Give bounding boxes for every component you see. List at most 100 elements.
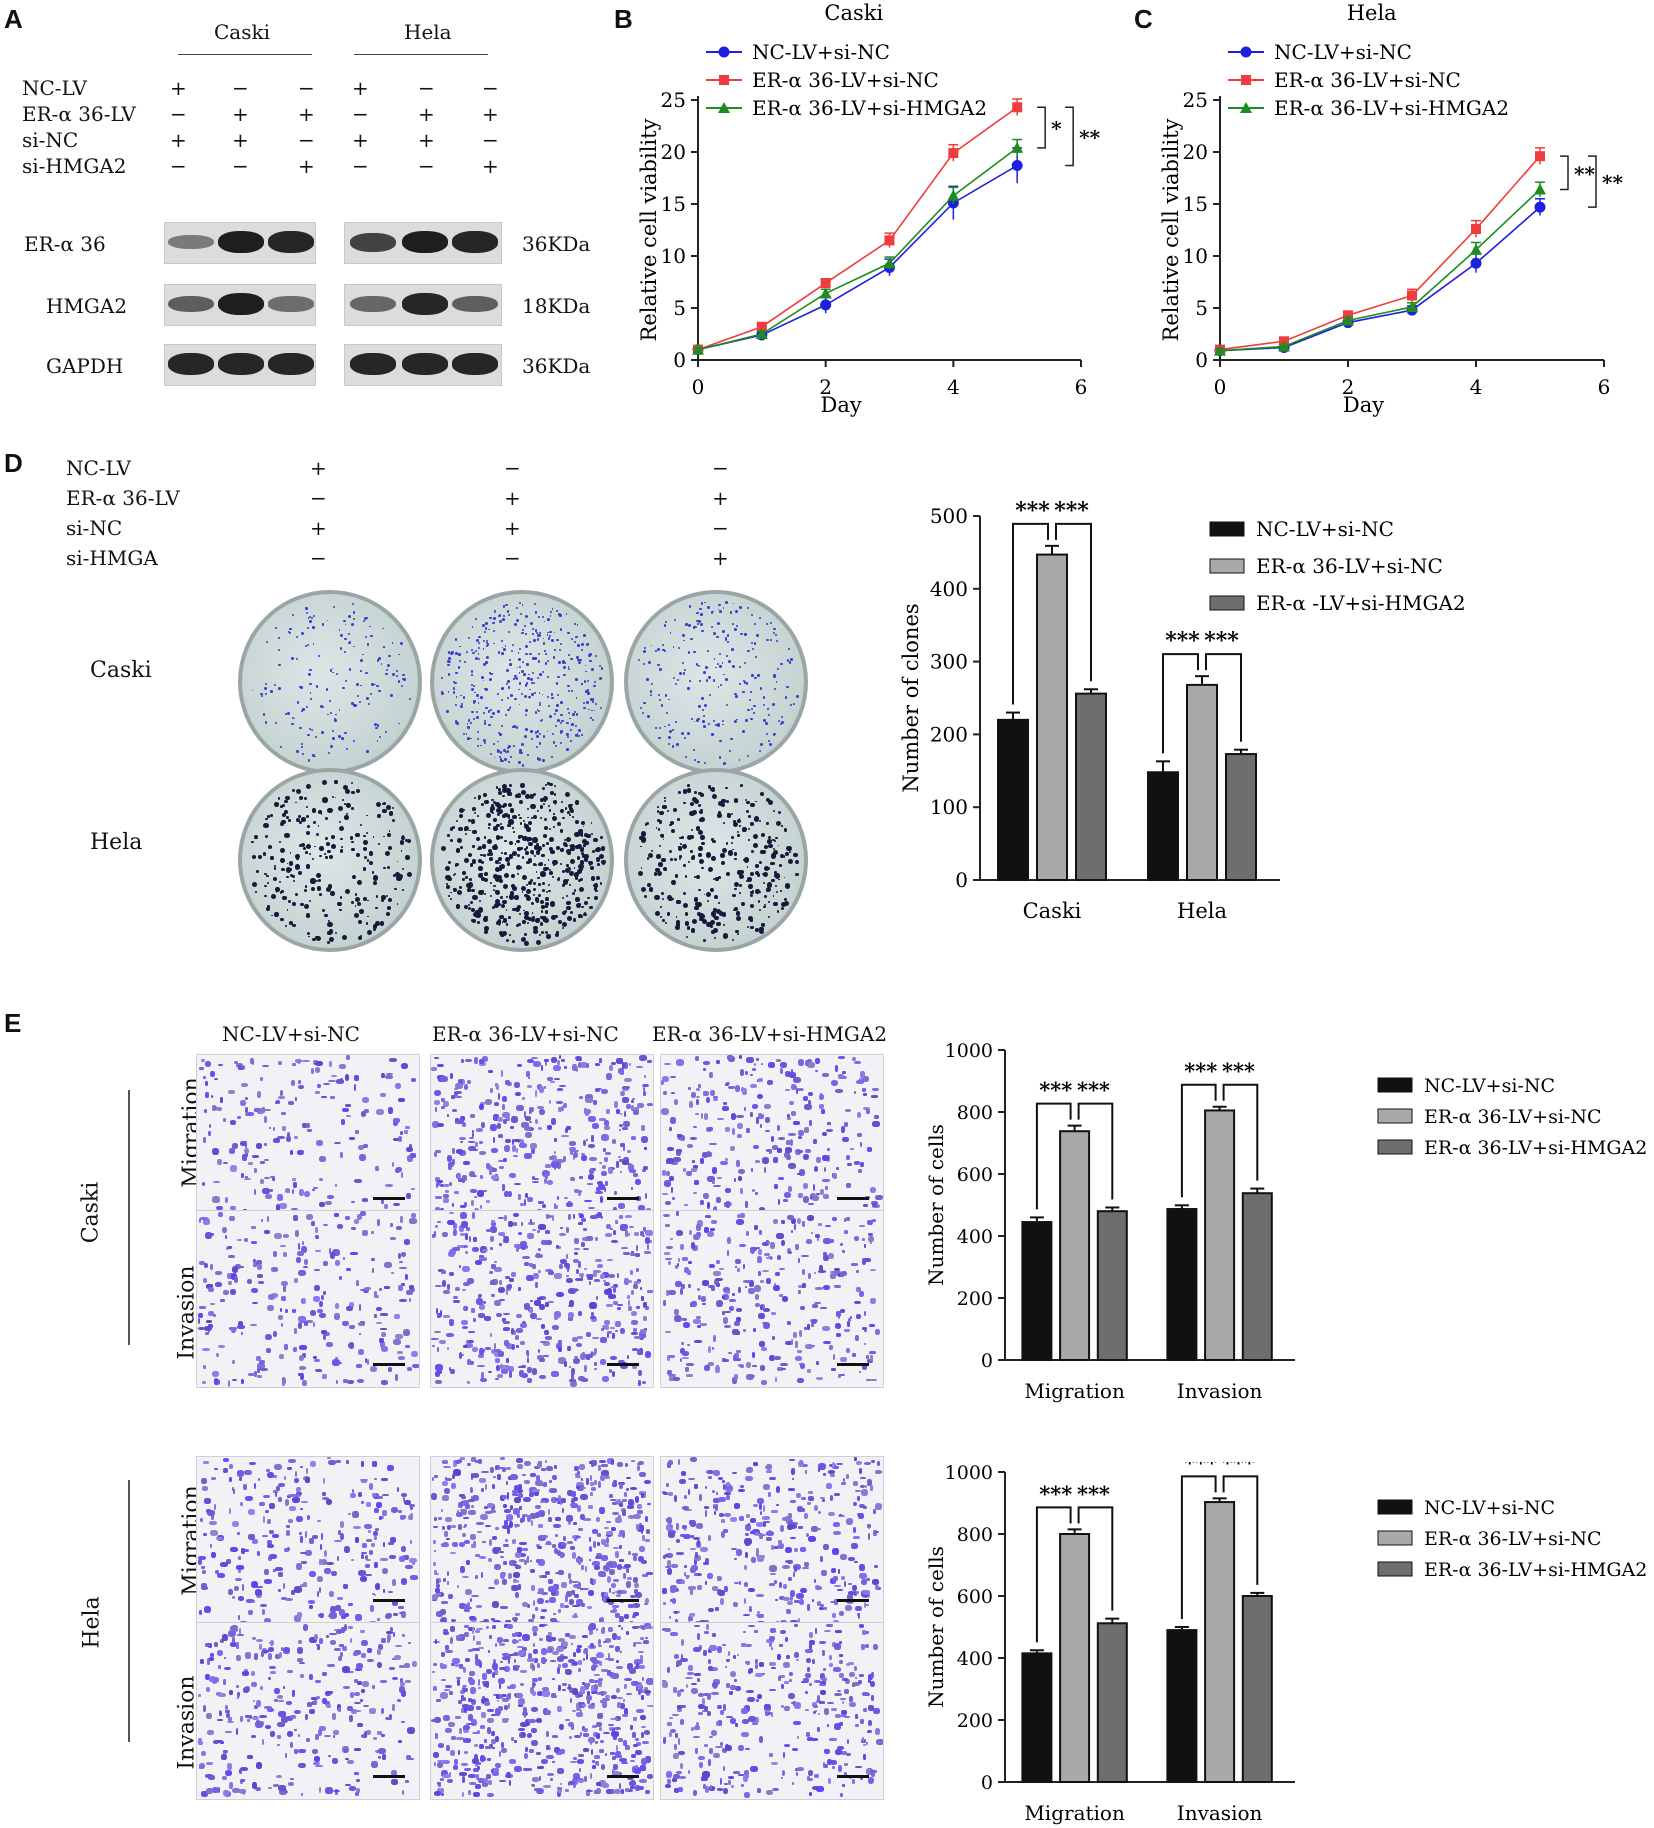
cell-blob [582,1228,588,1231]
colony-dot [583,706,586,710]
cell-blob [431,1337,436,1340]
cell-blob [226,1246,230,1250]
cell-blob [870,1268,876,1272]
colony-dot [472,651,475,655]
cell-blob [601,1134,609,1142]
colony-dot [659,915,662,918]
colony-dot [586,833,591,839]
cell-blob [485,1229,493,1233]
colony-dot [776,890,779,894]
cell-blob [545,1460,548,1464]
colony-dot [468,853,473,858]
colony-dot [470,648,473,652]
colony-dot [508,784,512,787]
cell-blob [560,1258,567,1265]
colony-dot [662,649,665,652]
colony-dot [532,893,535,896]
colony-dot [531,738,534,741]
colony-dot [494,611,497,614]
cell-blob [529,1106,534,1112]
cell-blob [819,1093,825,1100]
colony-dot [534,629,538,632]
cell-blob [282,1583,285,1590]
cell-blob [512,1538,517,1544]
colony-dot [736,830,739,833]
data-point [819,287,832,299]
cell-blob [585,1138,589,1142]
colony-dot [544,826,549,831]
cell-blob [682,1257,688,1261]
condition-label: si-HMGA [66,546,158,570]
cell-blob [223,1161,229,1164]
colony-dot [573,871,579,877]
colony-dot [542,889,545,893]
cell-blob [740,1187,744,1194]
colony-dot [451,826,455,830]
cell-blob [606,1224,612,1229]
colony-dot [706,900,709,903]
colony-dot [695,902,699,907]
cell-blob [474,1056,478,1064]
cell-blob [300,1299,304,1303]
colony-dot [781,906,785,910]
colony-dot [521,743,525,747]
cell-blob [626,1103,631,1110]
colony-dot [508,761,511,764]
cell-blob [623,1252,631,1255]
colony-dot [543,834,547,839]
cell-blob [734,1085,741,1092]
colony-dot [296,657,299,660]
cell-blob [441,1097,445,1102]
cell-blob [517,1464,524,1470]
cell-blob [520,1365,526,1369]
cell-blob [858,1168,862,1174]
cell-blob [473,1541,477,1548]
cell-blob [356,1214,363,1221]
cell-blob [240,1140,247,1146]
colony-dot [285,713,287,715]
cell-blob [249,1323,258,1327]
cell-blob [198,1555,206,1560]
colony-dot [396,903,399,906]
chart-title: Hela [1347,1,1397,25]
cell-blob [264,1159,269,1162]
colony-dot [721,723,724,726]
cell-blob [602,1279,606,1282]
colony-dot [771,853,777,859]
cell-blob [383,1542,386,1547]
cell-blob [305,1477,310,1484]
condition-sign: − [170,154,187,178]
colony-dot [339,647,343,650]
colony-dot [366,930,372,936]
colony-dot [553,825,556,828]
colony-dot [574,820,579,825]
colony-dot [733,906,739,911]
colony-dot [544,930,548,935]
colony-dot [402,889,404,892]
cell-blob [207,1310,215,1316]
cell-blob [297,1373,303,1376]
colony-dot [696,902,702,908]
cell-blob [563,1536,567,1541]
colony-dot [576,856,581,861]
colony-dot [508,614,511,617]
y-tick-label: 0 [673,348,686,372]
cell-blob [493,1114,499,1121]
colony-dot [505,909,508,911]
cell-blob [316,1519,321,1523]
cell-blob [435,1176,441,1182]
cell-blob [215,1206,223,1210]
cell-blob [641,1380,646,1385]
cell-blob [446,1113,449,1118]
cell-blob [405,1344,410,1349]
cell-blob [461,1496,466,1499]
colony-dot [572,816,574,818]
cell-blob [846,1217,850,1222]
colony-dot [653,872,658,876]
colony-dot [490,882,493,884]
cell-blob [583,1200,592,1203]
cell-blob [494,1564,502,1571]
cell-blob [437,1516,442,1521]
cell-blob [491,1174,500,1181]
colony-dot [525,896,532,902]
